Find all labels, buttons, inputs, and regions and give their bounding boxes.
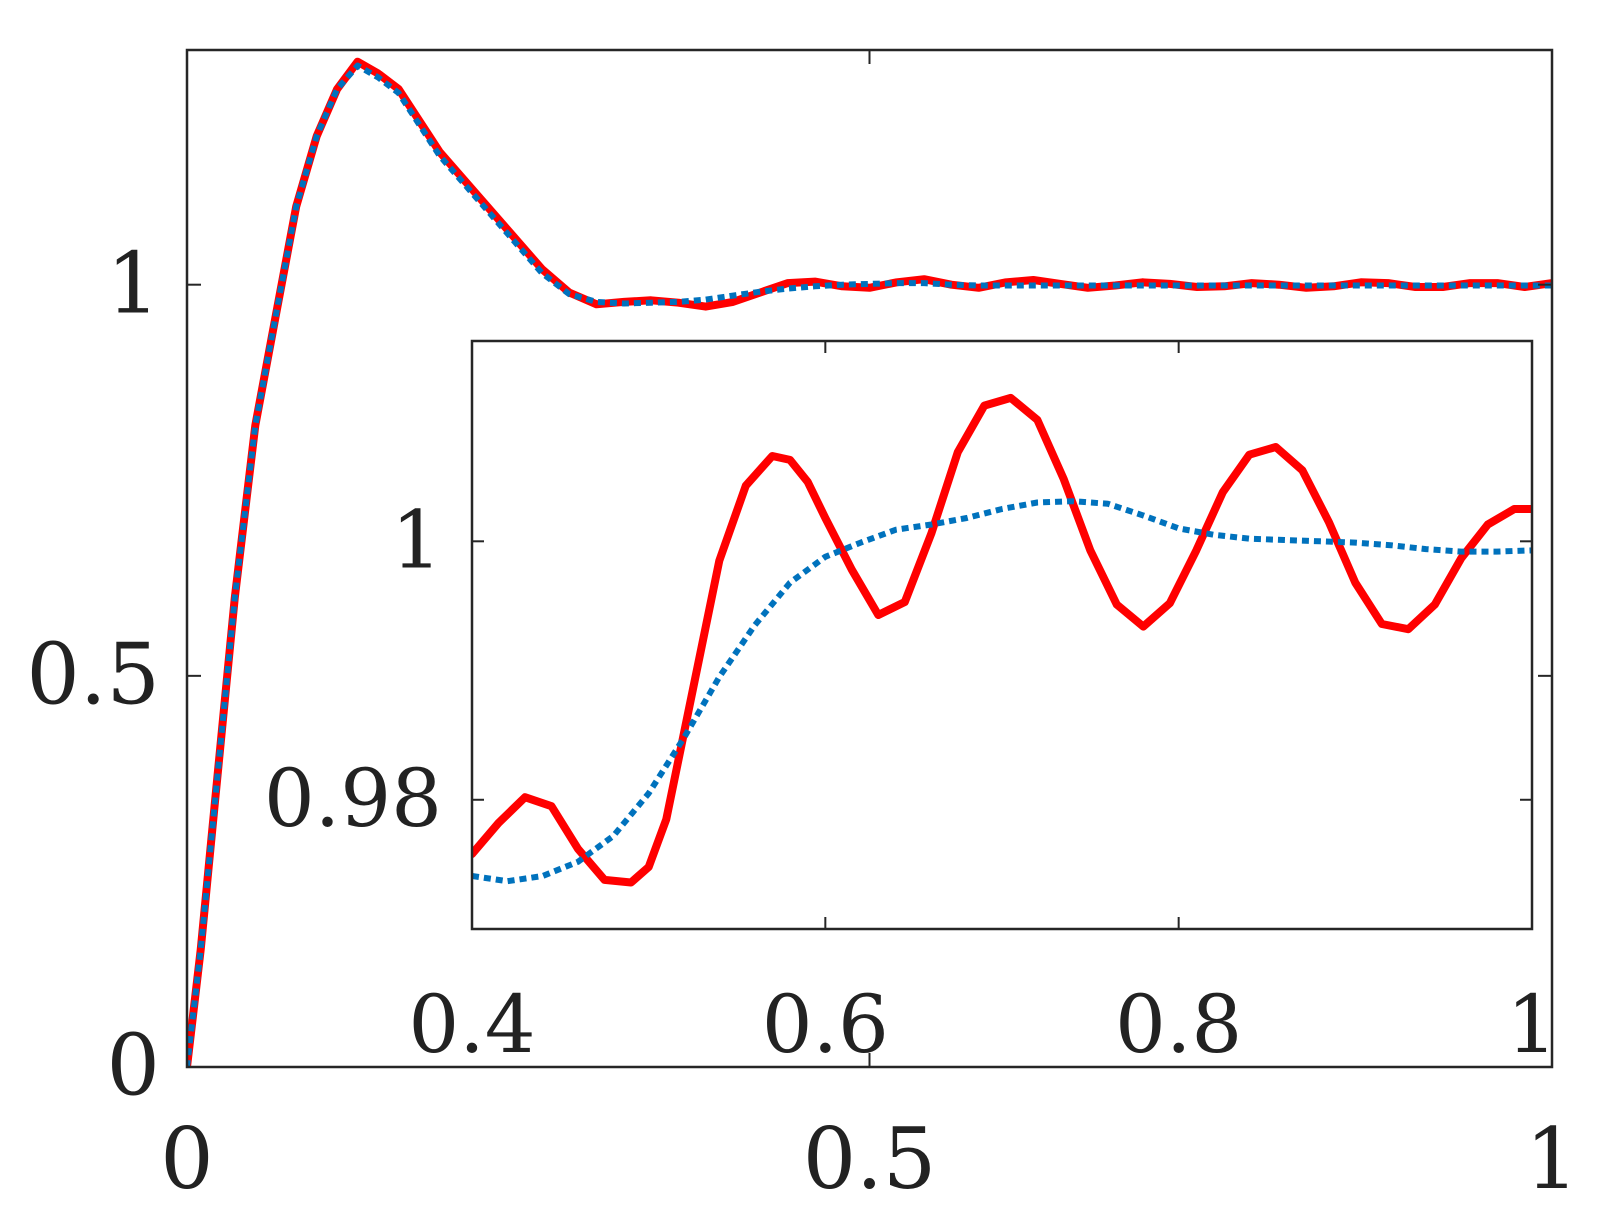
main-y-tick-label: 0 [107, 1017, 160, 1115]
inset-x-tick-label: 1 [1507, 978, 1558, 1071]
main-series-line-blue-dotted [187, 62, 1552, 1067]
inset-series-line-blue-dotted [472, 498, 1532, 885]
inset-series-group [472, 393, 1532, 887]
inset-axes: 0.4 0.6 0.8 1 0.98 1 [264, 339, 1558, 1071]
inset-axes-frame [470, 339, 1534, 931]
main-axes: 0 0.5 1 0 0.5 1 [26, 48, 1579, 1208]
inset-y-tick-label: 0.98 [264, 752, 442, 845]
main-x-tick-label: 0.5 [803, 1110, 937, 1208]
inset-series-line-red-solid [472, 393, 1532, 887]
inset-y-tick-label: 1 [391, 494, 442, 587]
main-series-group [187, 57, 1552, 1067]
main-y-tick-label: 1 [107, 234, 160, 332]
main-x-tick-label: 1 [1525, 1110, 1578, 1208]
main-y-tick-label: 0.5 [26, 626, 160, 724]
main-x-tick-label: 0 [160, 1110, 213, 1208]
inset-x-tick-label: 0.4 [408, 978, 535, 1071]
inset-plot-background [472, 341, 1532, 929]
inset-x-tick-label: 0.8 [1115, 978, 1242, 1071]
inset-x-tick-label: 0.6 [762, 978, 889, 1071]
